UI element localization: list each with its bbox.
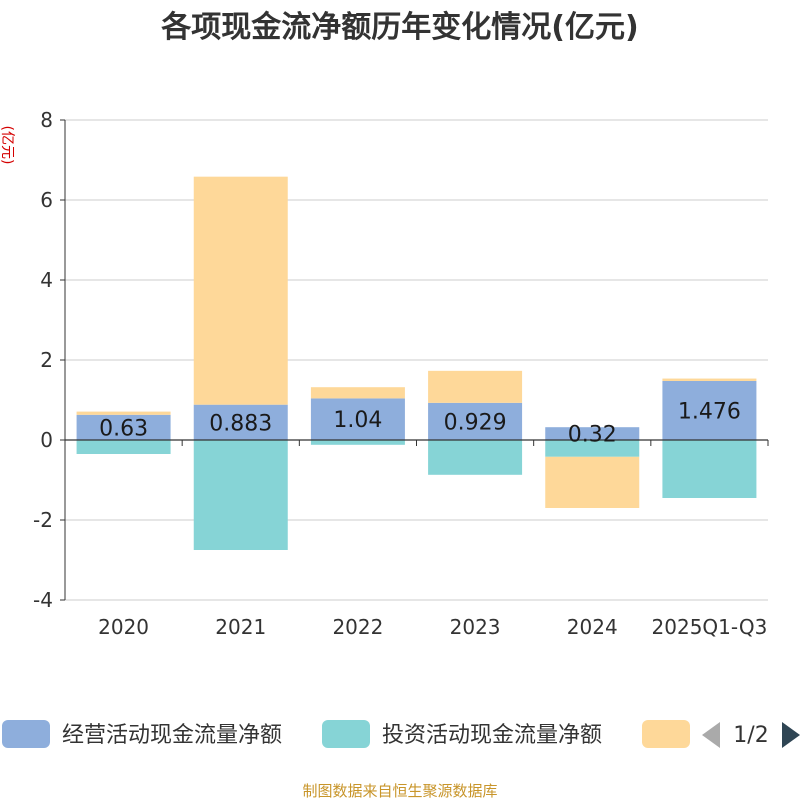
- bar-segment-s2-5: [662, 378, 757, 381]
- data-label: 0.63: [99, 416, 148, 441]
- data-labels: 0.63 0.883 1.04 0.929 0.32 1.476: [99, 399, 741, 447]
- data-label: 0.32: [568, 423, 617, 448]
- bar-segment-s1-2: [310, 440, 405, 445]
- x-tick-label: 2021: [215, 615, 266, 639]
- legend-page-indicator: 1/2: [733, 723, 768, 748]
- bar-segment-s1-0: [76, 440, 171, 454]
- source-note: 制图数据来自恒生聚源数据库: [302, 782, 497, 800]
- y-tick-label: 8: [40, 108, 53, 132]
- y-tick-label: -2: [33, 508, 53, 532]
- data-label: 0.883: [209, 411, 272, 436]
- y-tick-label: 6: [40, 188, 53, 212]
- x-tick-label: 2025Q1-Q3: [652, 615, 768, 639]
- y-tick-label: 4: [40, 268, 53, 292]
- legend-prev-icon[interactable]: [702, 722, 720, 748]
- bar-segment-s0-3: [428, 402, 523, 440]
- x-tick-label: 2023: [450, 615, 501, 639]
- bars: [76, 176, 757, 550]
- bar-segment-s2-4: [545, 456, 640, 508]
- legend-swatch-1[interactable]: [322, 720, 370, 748]
- x-tick-label: 2020: [98, 615, 149, 639]
- bar-segment-s1-5: [662, 440, 757, 498]
- axes: -4 -2 0 2 4 6 8 2020 2021 2022 2023 2024 2025Q1-Q3: [33, 108, 769, 639]
- bar-segment-s1-3: [428, 440, 523, 475]
- y-tick-label: 2: [40, 348, 53, 372]
- bar-segment-s0-4: [545, 427, 640, 440]
- x-tick-label: 2022: [332, 615, 383, 639]
- y-tick-label: -4: [33, 588, 53, 612]
- legend-swatch-2[interactable]: [642, 720, 690, 748]
- y-axis-unit: (亿元): [0, 126, 15, 165]
- legend-next-icon[interactable]: [782, 722, 800, 748]
- bar-segment-s1-4: [545, 440, 640, 457]
- bar-segment-s2-2: [310, 387, 405, 399]
- bar-segment-s2-1: [193, 176, 288, 405]
- bar-segment-s0-2: [310, 398, 405, 440]
- bar-segment-s0-5: [662, 380, 757, 440]
- bar-segment-s0-0: [76, 414, 171, 440]
- bar-segment-s0-1: [193, 404, 288, 440]
- grid-lines: [65, 119, 768, 601]
- data-label: 0.929: [444, 410, 507, 435]
- y-tick-label: 0: [40, 428, 53, 452]
- x-tick-label: 2024: [567, 615, 618, 639]
- legend-label-1[interactable]: 投资活动现金流量净额: [382, 723, 602, 748]
- legend-label-0[interactable]: 经营活动现金流量净额: [62, 723, 282, 748]
- data-label: 1.476: [678, 399, 741, 424]
- legend: 经营活动现金流量净额 投资活动现金流量净额 1/2: [2, 720, 800, 748]
- data-label: 1.04: [333, 408, 382, 433]
- chart-title: 各项现金流净额历年变化情况(亿元): [160, 10, 638, 45]
- bar-segment-s1-1: [193, 440, 288, 550]
- bar-segment-s2-0: [76, 411, 171, 415]
- legend-swatch-0[interactable]: [2, 720, 50, 748]
- bar-segment-s2-3: [428, 370, 523, 403]
